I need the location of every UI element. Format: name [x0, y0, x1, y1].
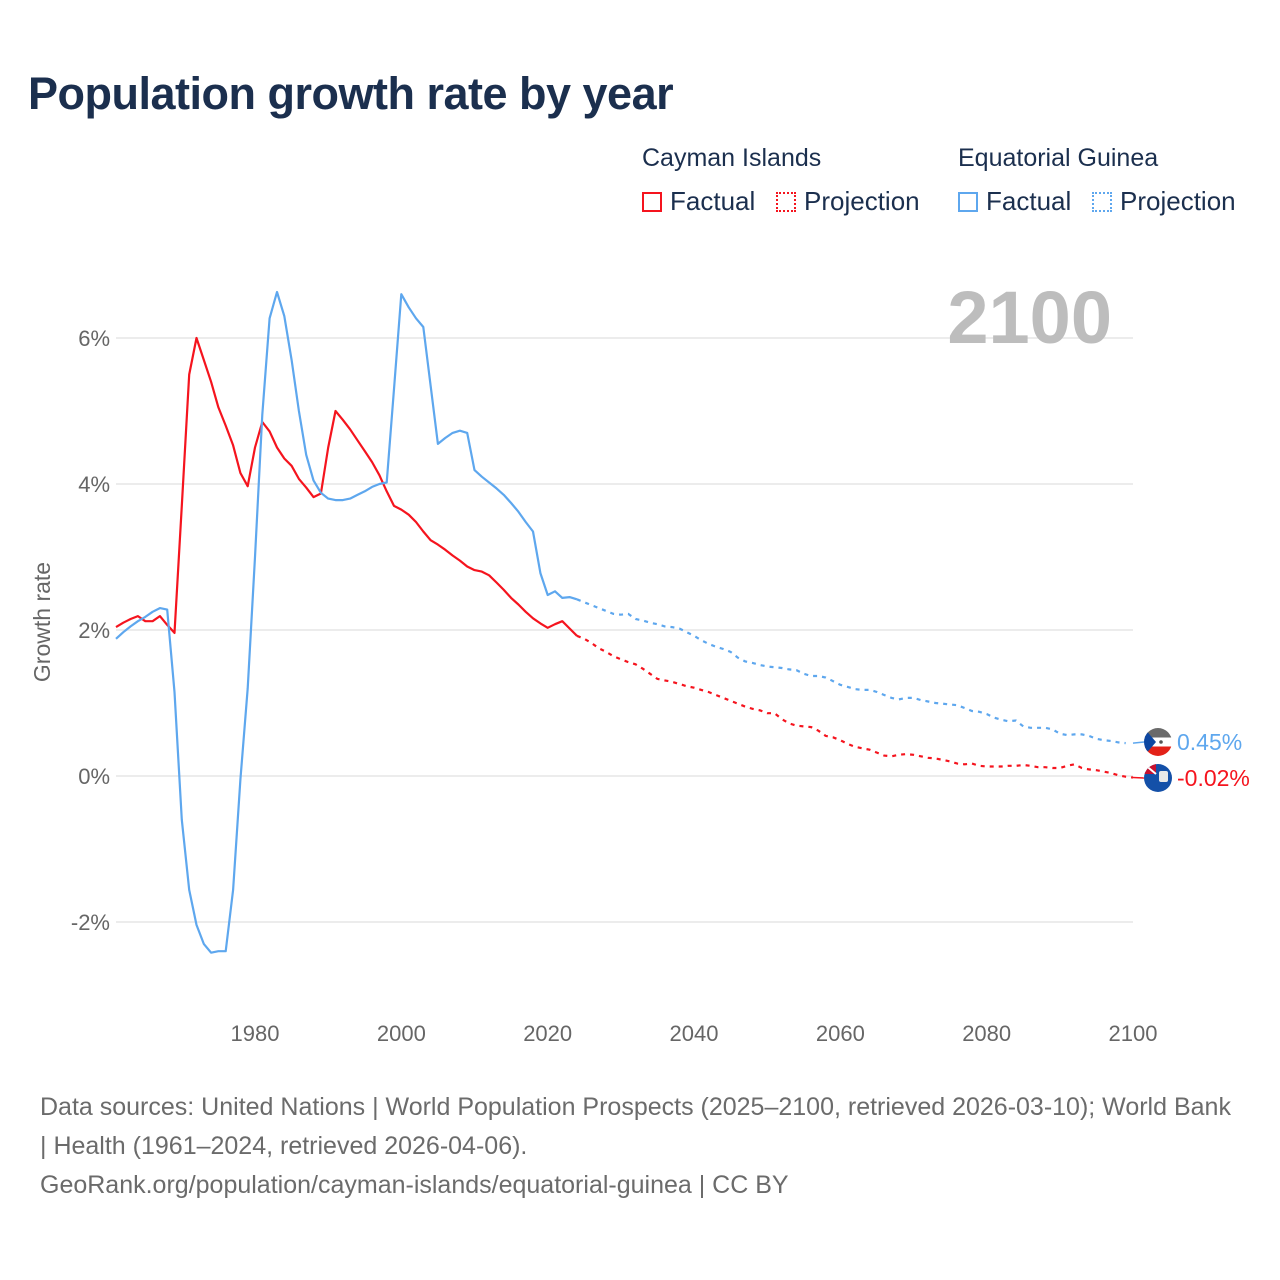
legend-swatch-dotted — [1092, 191, 1112, 212]
legend-swatch-solid — [642, 191, 662, 212]
series-line-cayman-islands-factual — [115, 336, 578, 637]
current-year-label: 2100 — [947, 276, 1112, 359]
x-tick-label: 2080 — [962, 1021, 1011, 1046]
credit-link[interactable]: GeoRank.org/population/cayman-islands/eq… — [40, 1171, 789, 1199]
legend-label: Projection — [804, 186, 920, 216]
legend-label: Projection — [1120, 186, 1236, 216]
x-tick-label: 2040 — [670, 1021, 719, 1046]
y-tick-label: 4% — [78, 472, 110, 497]
footer: Data sources: United Nations | World Pop… — [40, 1088, 1240, 1205]
x-tick-label: 2000 — [377, 1021, 426, 1046]
end-value-label-equatorial-guinea: 0.45% — [1177, 729, 1242, 755]
series-line-equatorial-guinea-projection — [576, 598, 1126, 745]
series-line-cayman-islands-projection — [576, 634, 1134, 779]
equatorial-guinea-flag-icon — [1144, 728, 1172, 756]
legend-swatch-dotted — [776, 191, 796, 212]
y-tick-label: -2% — [71, 910, 110, 935]
legend-label: Factual — [986, 186, 1072, 216]
legend-cayman-factual[interactable]: Factual — [642, 186, 755, 217]
x-tick-label: 1980 — [231, 1021, 280, 1046]
legend-swatch-solid — [958, 191, 978, 212]
series-line-equatorial-guinea-factual — [115, 290, 578, 954]
x-tick-label: 2060 — [816, 1021, 865, 1046]
legend-eq-guinea-projection[interactable]: Projection — [1092, 186, 1236, 217]
chart-title: Population growth rate by year — [28, 68, 674, 119]
data-sources: Data sources: United Nations | World Pop… — [40, 1093, 1231, 1160]
x-tick-label: 2020 — [523, 1021, 572, 1046]
legend-cayman-projection[interactable]: Projection — [776, 186, 920, 217]
end-connector — [1132, 741, 1145, 744]
end-connector — [1132, 776, 1145, 779]
legend-group-cayman-islands: Cayman Islands — [642, 144, 822, 172]
legend-eq-guinea-factual[interactable]: Factual — [958, 186, 1071, 217]
legend-group-equatorial-guinea: Equatorial Guinea — [958, 144, 1159, 172]
y-tick-label: 2% — [78, 618, 110, 643]
x-tick-label: 2100 — [1109, 1021, 1158, 1046]
legend-label: Factual — [670, 186, 756, 216]
cayman-islands-flag-icon — [1144, 764, 1172, 792]
y-tick-label: 0% — [78, 764, 110, 789]
y-axis-label: Growth rate — [29, 562, 55, 682]
y-tick-label: 6% — [78, 326, 110, 351]
end-value-label-cayman-islands: -0.02% — [1177, 765, 1250, 791]
